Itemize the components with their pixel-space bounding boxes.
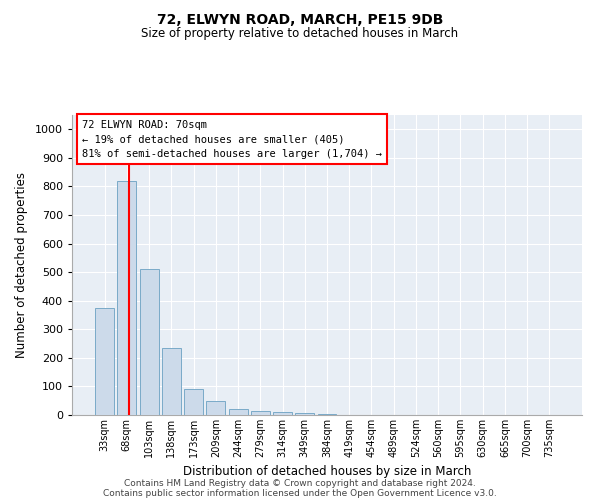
Text: Contains public sector information licensed under the Open Government Licence v3: Contains public sector information licen…: [103, 488, 497, 498]
Text: 72 ELWYN ROAD: 70sqm
← 19% of detached houses are smaller (405)
81% of semi-deta: 72 ELWYN ROAD: 70sqm ← 19% of detached h…: [82, 120, 382, 159]
Bar: [206, 400, 225, 415]
Bar: [184, 390, 203, 415]
Bar: [162, 348, 181, 415]
Bar: [295, 412, 314, 415]
Bar: [229, 410, 248, 415]
X-axis label: Distribution of detached houses by size in March: Distribution of detached houses by size …: [183, 466, 471, 478]
Bar: [251, 410, 270, 415]
Text: Contains HM Land Registry data © Crown copyright and database right 2024.: Contains HM Land Registry data © Crown c…: [124, 478, 476, 488]
Bar: [140, 270, 158, 415]
Bar: [118, 180, 136, 415]
Bar: [317, 414, 337, 415]
Text: 72, ELWYN ROAD, MARCH, PE15 9DB: 72, ELWYN ROAD, MARCH, PE15 9DB: [157, 12, 443, 26]
Y-axis label: Number of detached properties: Number of detached properties: [15, 172, 28, 358]
Text: Size of property relative to detached houses in March: Size of property relative to detached ho…: [142, 28, 458, 40]
Bar: [95, 308, 114, 415]
Bar: [273, 412, 292, 415]
